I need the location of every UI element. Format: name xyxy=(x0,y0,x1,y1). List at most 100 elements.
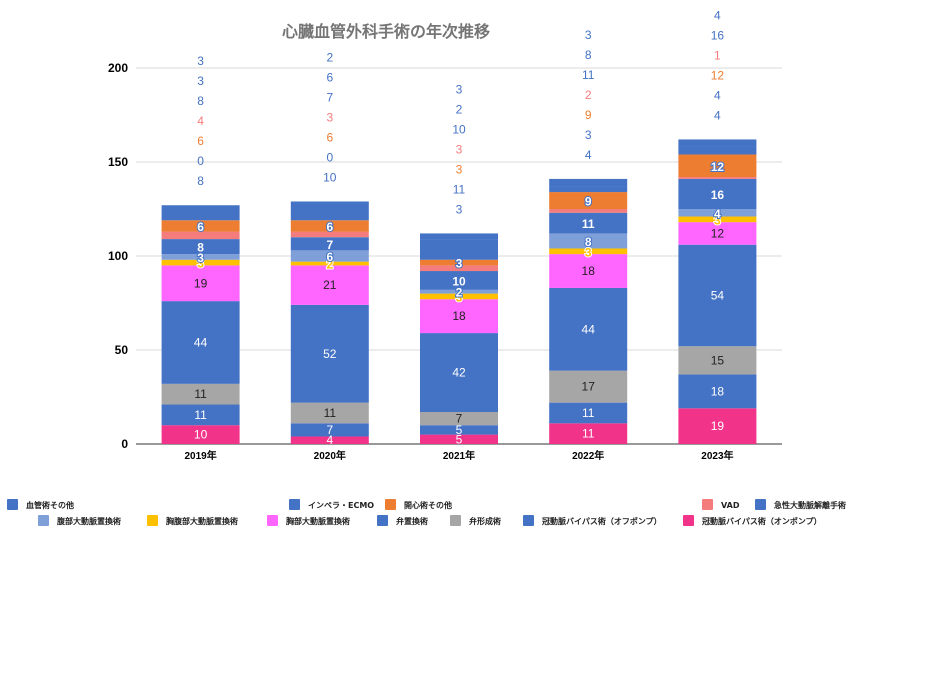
data-label: 3 xyxy=(456,257,463,271)
data-label: 4 xyxy=(714,108,721,122)
bar-segment xyxy=(161,301,240,384)
legend-swatch xyxy=(147,515,158,526)
bar-segment xyxy=(420,425,498,435)
chart-title: 心臓血管外科手術の年次推移 xyxy=(282,22,490,41)
data-label: 11 xyxy=(582,406,595,420)
bar-segment xyxy=(161,239,240,255)
x-tick-label: 2021年 xyxy=(443,449,475,462)
data-label: 11 xyxy=(453,182,466,196)
bar-segment xyxy=(420,333,498,413)
legend-swatch xyxy=(523,515,534,526)
data-label: 11 xyxy=(324,406,337,420)
legend-label: インペラ・ECMO xyxy=(308,501,374,510)
bar-segment xyxy=(549,178,628,187)
legend-label: 冠動脈バイパス術（オフポンプ） xyxy=(542,516,662,526)
bar-segment xyxy=(420,434,498,444)
data-label: 7 xyxy=(326,423,333,437)
data-label: 15 xyxy=(711,353,725,367)
data-label: 9 xyxy=(585,195,592,209)
data-label: 3 xyxy=(714,0,721,2)
legend-swatch xyxy=(7,499,18,510)
data-label: 44 xyxy=(194,335,208,349)
bar-segment xyxy=(420,259,498,266)
legend-label: 弁形成術 xyxy=(469,516,501,526)
data-label: 4 xyxy=(197,114,204,128)
data-label: 9 xyxy=(585,108,592,122)
x-tick-label: 2022年 xyxy=(572,449,604,462)
data-label: 12 xyxy=(711,160,725,174)
bar-segment xyxy=(161,259,240,266)
data-label: 6 xyxy=(326,250,333,264)
data-label: 4 xyxy=(714,8,721,22)
data-label: 3 xyxy=(456,290,463,304)
data-label: 17 xyxy=(582,380,596,394)
legend-swatch xyxy=(450,515,461,526)
data-label: 11 xyxy=(582,217,595,231)
data-label: 10 xyxy=(452,122,466,136)
bar-segment xyxy=(290,250,369,262)
x-tick-label: 2019年 xyxy=(184,449,216,462)
bar-segment xyxy=(290,261,369,266)
legend-swatch xyxy=(683,515,694,526)
data-label: 16 xyxy=(711,28,725,42)
bar-segment xyxy=(549,370,628,403)
data-label: 3 xyxy=(585,128,592,142)
bar-segment xyxy=(420,412,498,426)
bar-segment xyxy=(549,186,628,193)
bar-segment xyxy=(161,220,240,232)
data-label: 3 xyxy=(456,202,463,216)
data-label: 52 xyxy=(323,347,337,361)
data-label: 12 xyxy=(711,68,725,82)
legend-swatch xyxy=(267,515,278,526)
data-label: 19 xyxy=(194,276,208,290)
bar-segment xyxy=(290,231,369,238)
data-label: 3 xyxy=(456,82,463,96)
data-label: 3 xyxy=(585,28,592,42)
y-tick-label: 200 xyxy=(108,61,128,75)
data-label: 4 xyxy=(714,88,721,102)
data-label: 3 xyxy=(197,251,204,265)
data-label: 10 xyxy=(194,428,208,442)
data-label: 3 xyxy=(456,162,463,176)
data-label: 2 xyxy=(326,258,333,272)
data-label: 1 xyxy=(714,48,721,62)
y-tick-label: 0 xyxy=(121,437,128,451)
data-label: 6 xyxy=(326,130,333,144)
legend-label: 腹部大動脈置換術 xyxy=(56,516,121,526)
bar-segment xyxy=(549,287,628,371)
bar-segment xyxy=(290,201,369,221)
data-label: 2 xyxy=(456,286,463,300)
bar-segment xyxy=(549,402,628,424)
legend-swatch xyxy=(38,515,49,526)
data-label: 3 xyxy=(585,245,592,259)
bar-segment xyxy=(678,178,757,209)
bar-segment xyxy=(420,265,498,272)
data-label: 18 xyxy=(452,309,466,323)
data-label: 44 xyxy=(582,322,596,336)
data-label: 8 xyxy=(585,235,592,249)
legend-swatch xyxy=(289,499,300,510)
x-tick-label: 2020年 xyxy=(314,449,346,462)
data-label: 6 xyxy=(197,134,204,148)
x-tick-label: 2023年 xyxy=(701,449,733,462)
bar-segment xyxy=(678,374,757,409)
data-label: 21 xyxy=(323,278,337,292)
legend: 血管術その他 インペラ・ECMO 開心術その他 VAD 急性大動脈解離手術腹部大動脈置換… xyxy=(7,499,846,526)
legend-label: 血管術その他 xyxy=(26,500,74,510)
bar-segment xyxy=(420,233,498,240)
bar-segment xyxy=(549,254,628,288)
data-label: 4 xyxy=(714,207,721,221)
data-label: 2 xyxy=(326,50,333,64)
data-label: 11 xyxy=(194,387,207,401)
bar-segment xyxy=(678,139,757,147)
bar-segment xyxy=(161,265,240,302)
data-label: 8 xyxy=(197,174,204,188)
data-label: 6 xyxy=(197,220,204,234)
legend-label: 開心術その他 xyxy=(404,500,452,510)
bar-segment xyxy=(290,304,369,403)
bar-segment xyxy=(678,216,757,223)
bars xyxy=(161,139,757,444)
data-label: 2 xyxy=(456,102,463,116)
data-label: 7 xyxy=(326,90,333,104)
data-label: 8 xyxy=(197,241,204,255)
